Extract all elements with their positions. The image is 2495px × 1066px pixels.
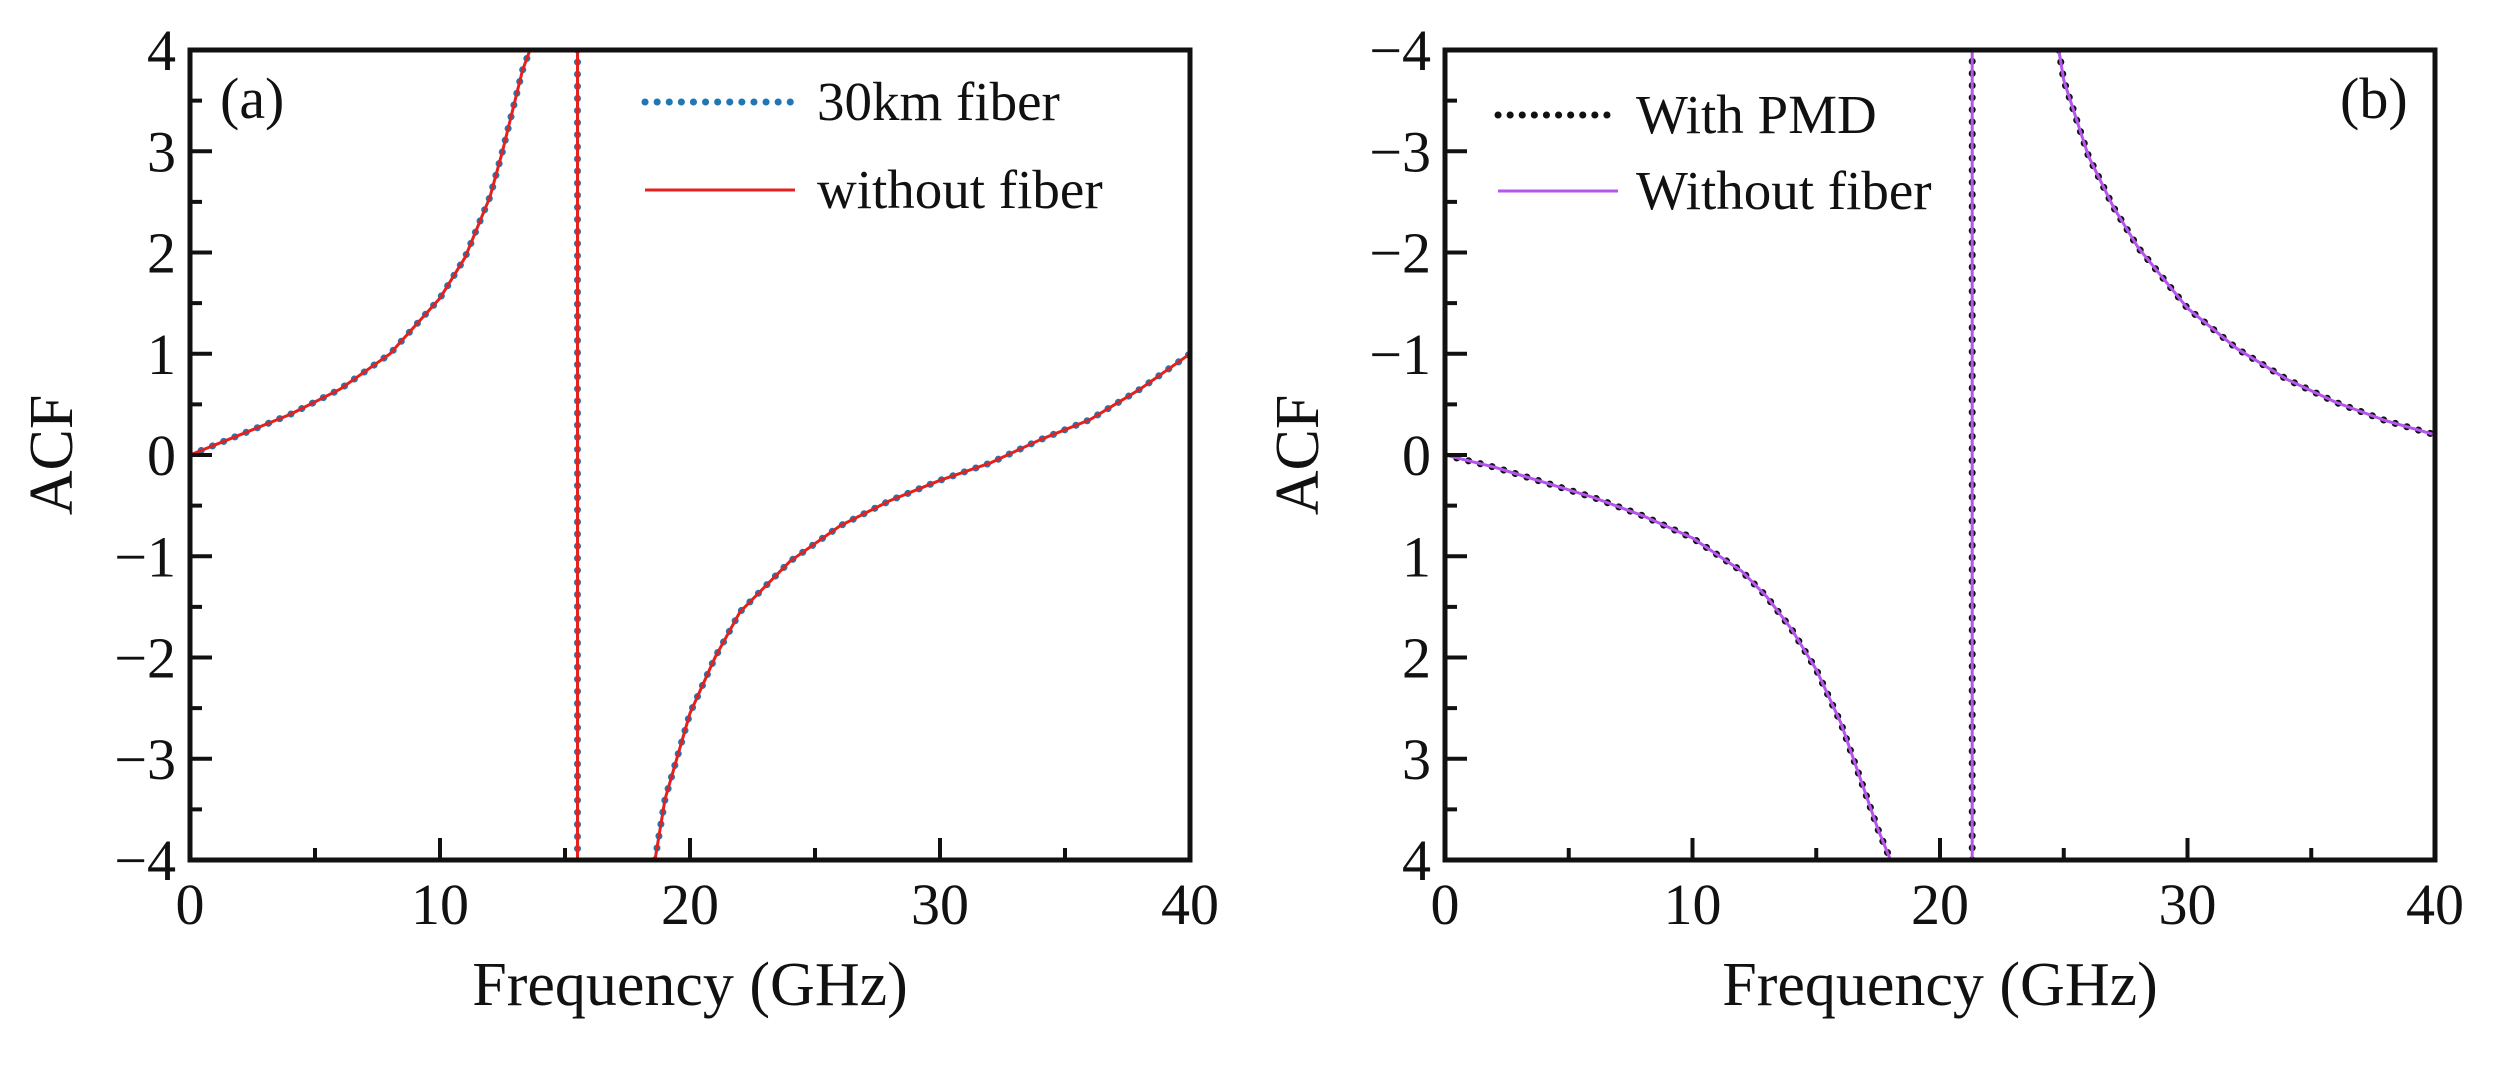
legend-b: With PMD Without fiber	[1494, 84, 1932, 221]
y-tick-label-a-3: 1	[147, 322, 176, 387]
y-tick-label-a-1: 3	[147, 119, 176, 184]
y-tick-label-a-7: −3	[114, 727, 176, 792]
series-line-a-2	[190, 50, 1190, 860]
y-axis-title-b: ACF	[1264, 395, 1332, 516]
x-tick-label-a-0: 0	[176, 872, 205, 937]
y-tick-label-a-2: 2	[147, 221, 176, 286]
panel-label-a: (a)	[220, 66, 284, 131]
y-tick-label-a-5: −1	[114, 524, 176, 589]
series-group-a	[190, 50, 1190, 860]
y-tick-label-a-8: −4	[114, 828, 176, 893]
legend-label-a-1: 30km fiber	[817, 71, 1060, 132]
series-group-b	[1445, 50, 2435, 860]
y-tick-label-b-4: 0	[1402, 423, 1431, 488]
legend-a: 30km fiber without fiber	[641, 71, 1103, 220]
x-tick-label-a-1: 10	[411, 872, 469, 937]
y-tick-label-a-0: 4	[147, 18, 176, 83]
x-tick-label-a-2: 20	[661, 872, 719, 937]
x-tick-label-b-2: 20	[1911, 872, 1969, 937]
y-tick-label-b-2: −2	[1369, 221, 1431, 286]
x-tick-label-a-4: 40	[1161, 872, 1219, 937]
series-line-b-2	[1445, 50, 2435, 860]
y-tick-label-b-3: −1	[1369, 322, 1431, 387]
x-tick-label-b-1: 10	[1664, 872, 1722, 937]
legend-label-b-2: Without fiber	[1636, 160, 1932, 221]
series-line-b-1	[1445, 50, 2435, 860]
legend-label-a-2: without fiber	[817, 159, 1103, 220]
x-tick-label-a-3: 30	[911, 872, 969, 937]
x-tick-label-b-4: 40	[2406, 872, 2464, 937]
y-axis-title-a: ACF	[18, 395, 86, 516]
chart-panel-b: 0 10 20 30 40 −4 −3 −2 −1 0 1 2 3 4 Frequency (GHz) ACF…	[1264, 18, 2464, 1019]
panel-label-b: (b)	[2340, 66, 2408, 131]
y-tick-label-b-8: 4	[1402, 828, 1431, 893]
x-tick-label-b-0: 0	[1431, 872, 1460, 937]
x-axis-title-b: Frequency (GHz)	[1722, 951, 2158, 1019]
y-tick-label-b-5: 1	[1402, 524, 1431, 589]
legend-label-b-1: With PMD	[1636, 84, 1877, 145]
x-axis-title-a: Frequency (GHz)	[472, 951, 908, 1019]
y-tick-label-a-4: 0	[147, 423, 176, 488]
y-tick-label-b-1: −3	[1369, 119, 1431, 184]
plot-frame-b	[1442, 47, 2438, 863]
x-tick-label-b-3: 30	[2159, 872, 2217, 937]
y-tick-label-b-6: 2	[1402, 626, 1431, 691]
y-tick-label-a-6: −2	[114, 626, 176, 691]
y-tick-label-b-0: −4	[1369, 18, 1431, 83]
y-tick-label-b-7: 3	[1402, 727, 1431, 792]
